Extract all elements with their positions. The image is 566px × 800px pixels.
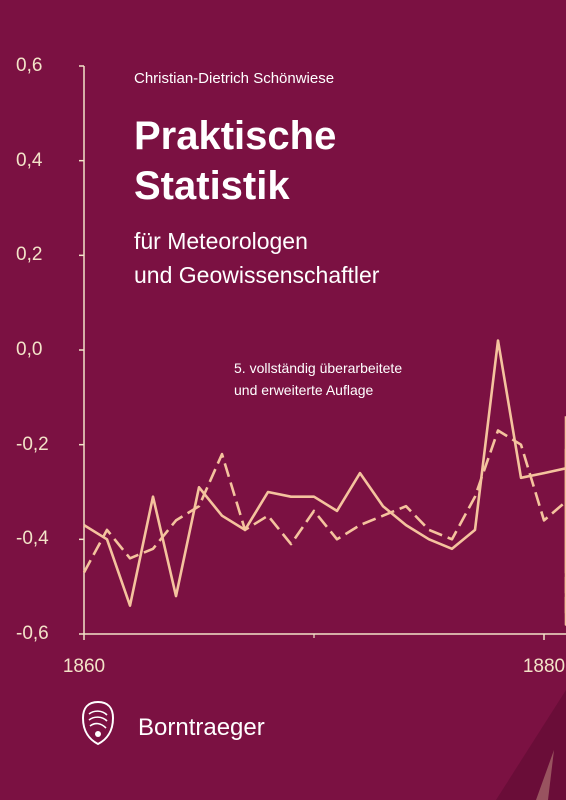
y-tick-label: -0,6 [16,623,49,644]
y-tick-label: 0,4 [16,149,43,171]
y-tick-label: 0,6 [16,55,43,76]
x-tick-label: 1860 [62,656,106,677]
x-tick-marks [83,634,545,640]
y-tick-label: 0,2 [16,244,43,266]
subtitle-line1: für Meteorologen [134,228,308,254]
book-title-line2: Statistik [134,164,290,208]
y-tick-label: -0,4 [16,528,49,550]
book-title-line1: Praktische [134,114,337,158]
y-tick-label: -0,2 [16,433,49,455]
corner-decoration [496,690,566,800]
x-tick-label: 1880 [522,656,566,677]
y-tick-label: 0,0 [16,339,43,360]
series-layer [82,339,566,626]
y-tick-marks [79,65,84,635]
publisher-name: Borntraeger [138,714,265,741]
series-line-solid [83,339,566,626]
author-name: Christian-Dietrich Schönwiese [134,70,335,87]
edition-line2: und erweiterte Auflage [234,382,374,398]
series-line-dashed [82,429,566,617]
edition-line1: 5. vollständig überarbeitete [234,360,403,376]
publisher-emblem-icon [81,700,115,746]
subtitle-line2: und Geowissenschaftler [134,262,380,288]
